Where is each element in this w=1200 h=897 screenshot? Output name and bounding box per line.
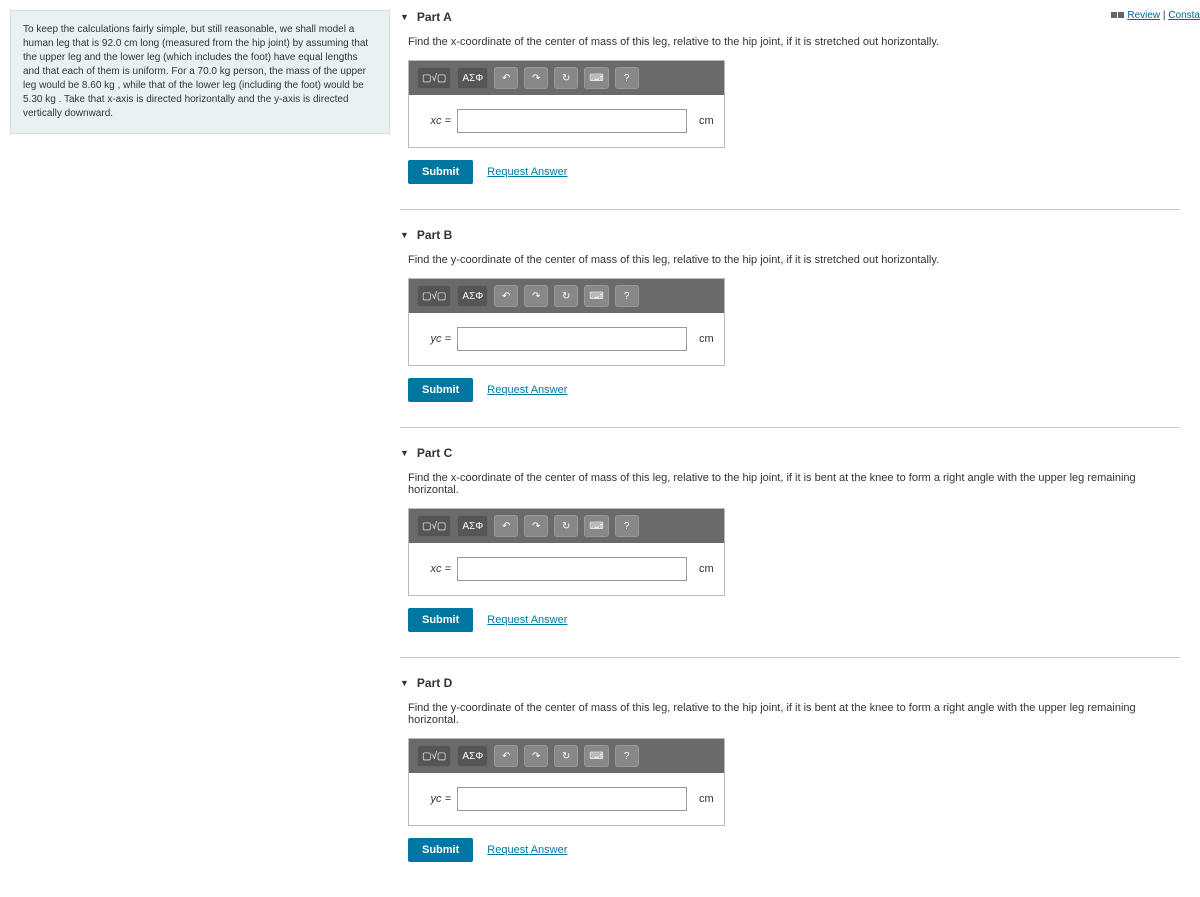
request-answer-link[interactable]: Request Answer — [487, 166, 567, 178]
part-header[interactable]: ▼ Part D — [400, 676, 1180, 690]
undo-button[interactable]: ↶ — [494, 67, 518, 89]
answer-toolbar: ▢√▢ ΑΣΦ ↶ ↷ ↻ ⌨ ? — [409, 509, 724, 543]
answer-toolbar: ▢√▢ ΑΣΦ ↶ ↷ ↻ ⌨ ? — [409, 739, 724, 773]
part-label: Part A — [417, 10, 452, 24]
variable-label: yc = — [419, 793, 451, 805]
collapse-icon: ▼ — [400, 230, 409, 240]
answer-input[interactable] — [457, 327, 687, 351]
review-link[interactable]: Review — [1127, 10, 1160, 21]
answer-panel: ▢√▢ ΑΣΦ ↶ ↷ ↻ ⌨ ? xc = cm — [408, 508, 725, 596]
problem-statement: To keep the calculations fairly simple, … — [10, 10, 390, 134]
answer-panel: ▢√▢ ΑΣΦ ↶ ↷ ↻ ⌨ ? yc = cm — [408, 738, 725, 826]
top-links: Review | Consta — [1111, 10, 1200, 21]
part-prompt: Find the x-coordinate of the center of m… — [408, 472, 1180, 496]
keyboard-button[interactable]: ⌨ — [584, 515, 608, 537]
part-label: Part D — [417, 676, 452, 690]
variable-label: xc = — [419, 115, 451, 127]
part-prompt: Find the y-coordinate of the center of m… — [408, 254, 1180, 266]
undo-button[interactable]: ↶ — [494, 515, 518, 537]
variable-label: yc = — [419, 333, 451, 345]
symbols-button[interactable]: ΑΣΦ — [457, 67, 488, 89]
symbols-button[interactable]: ΑΣΦ — [457, 285, 488, 307]
part-header[interactable]: ▼ Part C — [400, 446, 1180, 460]
answer-panel: ▢√▢ ΑΣΦ ↶ ↷ ↻ ⌨ ? yc = cm — [408, 278, 725, 366]
help-button[interactable]: ? — [615, 745, 639, 767]
help-button[interactable]: ? — [615, 285, 639, 307]
templates-button[interactable]: ▢√▢ — [417, 745, 451, 767]
unit-label: cm — [699, 333, 714, 345]
reset-button[interactable]: ↻ — [554, 745, 578, 767]
reset-button[interactable]: ↻ — [554, 515, 578, 537]
help-button[interactable]: ? — [615, 515, 639, 537]
submit-button[interactable]: Submit — [408, 608, 473, 632]
request-answer-link[interactable]: Request Answer — [487, 844, 567, 856]
redo-button[interactable]: ↷ — [524, 515, 548, 537]
part-header[interactable]: ▼ Part B — [400, 228, 1180, 242]
templates-button[interactable]: ▢√▢ — [417, 285, 451, 307]
collapse-icon: ▼ — [400, 678, 409, 688]
submit-button[interactable]: Submit — [408, 838, 473, 862]
answer-toolbar: ▢√▢ ΑΣΦ ↶ ↷ ↻ ⌨ ? — [409, 279, 724, 313]
unit-label: cm — [699, 793, 714, 805]
submit-button[interactable]: Submit — [408, 378, 473, 402]
request-answer-link[interactable]: Request Answer — [487, 614, 567, 626]
templates-button[interactable]: ▢√▢ — [417, 67, 451, 89]
answer-input[interactable] — [457, 109, 687, 133]
request-answer-link[interactable]: Request Answer — [487, 384, 567, 396]
answer-input[interactable] — [457, 557, 687, 581]
part-label: Part C — [417, 446, 452, 460]
reset-button[interactable]: ↻ — [554, 67, 578, 89]
undo-button[interactable]: ↶ — [494, 285, 518, 307]
collapse-icon: ▼ — [400, 448, 409, 458]
answer-toolbar: ▢√▢ ΑΣΦ ↶ ↷ ↻ ⌨ ? — [409, 61, 724, 95]
keyboard-button[interactable]: ⌨ — [584, 67, 608, 89]
constants-link[interactable]: Consta — [1168, 10, 1200, 21]
templates-button[interactable]: ▢√▢ — [417, 515, 451, 537]
symbols-button[interactable]: ΑΣΦ — [457, 745, 488, 767]
part-label: Part B — [417, 228, 452, 242]
submit-button[interactable]: Submit — [408, 160, 473, 184]
answer-panel: ▢√▢ ΑΣΦ ↶ ↷ ↻ ⌨ ? xc = cm — [408, 60, 725, 148]
part-prompt: Find the x-coordinate of the center of m… — [408, 36, 1180, 48]
unit-label: cm — [699, 115, 714, 127]
redo-button[interactable]: ↷ — [524, 67, 548, 89]
undo-button[interactable]: ↶ — [494, 745, 518, 767]
help-button[interactable]: ? — [615, 67, 639, 89]
keyboard-button[interactable]: ⌨ — [584, 745, 608, 767]
answer-input[interactable] — [457, 787, 687, 811]
redo-button[interactable]: ↷ — [524, 285, 548, 307]
symbols-button[interactable]: ΑΣΦ — [457, 515, 488, 537]
keyboard-button[interactable]: ⌨ — [584, 285, 608, 307]
collapse-icon: ▼ — [400, 12, 409, 22]
reset-button[interactable]: ↻ — [554, 285, 578, 307]
unit-label: cm — [699, 563, 714, 575]
part-prompt: Find the y-coordinate of the center of m… — [408, 702, 1180, 726]
part-header[interactable]: ▼ Part A — [400, 10, 1180, 24]
redo-button[interactable]: ↷ — [524, 745, 548, 767]
variable-label: xc = — [419, 563, 451, 575]
